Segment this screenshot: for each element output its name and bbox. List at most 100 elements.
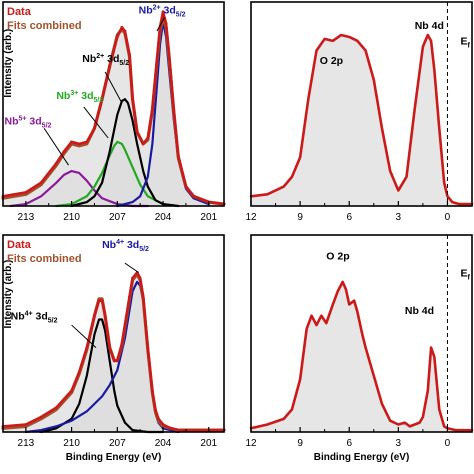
- plot-frame: [250, 234, 473, 433]
- x-tick-label: 6: [346, 438, 352, 449]
- panel-bottom-right: 12 9 6 3 0 Binding Energy (eV) O 2p Nb 4d Ef: [245, 234, 474, 463]
- data-point: [157, 417, 160, 421]
- x-tick-label: 6: [346, 212, 352, 223]
- data-point: [62, 150, 66, 154]
- data-point: [97, 299, 101, 303]
- peak-annotation: Nb2+ 3d5/2: [82, 53, 129, 67]
- x-tick-label: 0: [445, 438, 451, 449]
- data-point: [120, 342, 124, 346]
- x-tick-label: 207: [109, 438, 126, 449]
- data-point: [150, 389, 154, 393]
- series-line: [70, 98, 180, 208]
- data-point: [169, 426, 173, 430]
- data-point: [161, 423, 165, 426]
- data-point: [155, 58, 159, 62]
- data-point: [39, 181, 43, 185]
- data-point: [154, 408, 157, 411]
- y-axis-label: Intensity (arb.): [3, 29, 14, 98]
- series-line: [55, 140, 180, 208]
- data-point: [192, 194, 195, 198]
- x-tick-label: 201: [200, 212, 217, 223]
- data-point: [77, 142, 81, 146]
- data-point: [128, 295, 131, 299]
- component-fill: [25, 281, 179, 432]
- panel-top-right: 12 9 6 3 0 O 2p Nb 4d Ef: [245, 1, 474, 223]
- legend-entry: Data: [7, 239, 32, 251]
- data-point: [176, 428, 180, 432]
- annotation-pointer: [83, 106, 109, 139]
- peak-annotation: Nb4+ 3d5/2: [11, 310, 58, 324]
- x-tick-label: 204: [155, 212, 172, 223]
- panel-top-left: 213 210 207 204 201 Intensity (arb.) Data Fits …: [1, 1, 226, 223]
- data-point: [164, 21, 168, 25]
- x-tick-label: 213: [18, 212, 35, 223]
- data-point: [108, 346, 112, 349]
- data-point: [70, 140, 73, 144]
- data-point: [24, 191, 28, 194]
- annotation-pointer: [71, 324, 97, 348]
- plot-frame: [2, 1, 225, 207]
- data-point: [146, 346, 150, 349]
- data-point: [161, 10, 165, 14]
- data-point: [70, 389, 73, 393]
- series-line: [40, 318, 165, 434]
- data-point: [131, 276, 134, 280]
- x-tick-label: 204: [155, 438, 172, 449]
- series-line: [249, 33, 474, 206]
- data-fill-area: [251, 281, 472, 432]
- data-point: [103, 314, 107, 318]
- x-tick-label: 207: [109, 212, 126, 223]
- data-point: [54, 406, 58, 410]
- data-point: [115, 359, 119, 363]
- data-point: [131, 97, 134, 101]
- peak-annotation: Ef: [461, 267, 471, 281]
- y-axis-label: Intensity (arb.): [3, 260, 14, 329]
- peak-annotation: O 2p: [320, 55, 343, 67]
- x-axis-label: Binding Energy (eV): [66, 452, 162, 463]
- annotation-pointer: [156, 17, 165, 32]
- plot-frame: [2, 234, 225, 433]
- data-fill-area: [251, 35, 472, 207]
- x-tick-label: 0: [445, 212, 451, 223]
- component-fill: [117, 21, 209, 206]
- data-point: [141, 295, 145, 299]
- data-point: [85, 140, 89, 144]
- data-point: [93, 126, 96, 130]
- peak-annotation: Nb 4d: [405, 305, 434, 317]
- data-point: [85, 346, 89, 349]
- x-tick-label: 12: [245, 212, 257, 223]
- data-point: [54, 161, 58, 165]
- data-point: [24, 423, 28, 426]
- data-point: [184, 185, 188, 188]
- data-point: [146, 136, 150, 140]
- component-fill: [41, 319, 164, 432]
- data-point: [77, 370, 81, 374]
- data-point: [100, 97, 104, 101]
- data-point: [123, 323, 127, 327]
- data-point: [120, 25, 124, 29]
- data-point: [135, 130, 139, 134]
- data-point: [128, 53, 131, 56]
- annotation-pointer: [43, 128, 69, 166]
- peak-annotation: Nb2+ 3d5/2: [139, 5, 186, 19]
- x-tick-label: 213: [18, 438, 35, 449]
- data-point: [112, 359, 116, 363]
- annotation-pointer: [104, 71, 123, 104]
- data-point: [39, 415, 43, 419]
- legend-entry: Fits combined: [7, 20, 82, 32]
- x-tick-label: 12: [245, 438, 257, 449]
- data-point: [93, 314, 96, 318]
- x-tick-label: 9: [297, 212, 303, 223]
- x-tick-label: 3: [396, 438, 402, 449]
- data-point: [115, 35, 119, 39]
- annotation-pointer: [124, 262, 139, 273]
- data-point: [123, 29, 127, 33]
- legend-entry: Fits combined: [7, 253, 82, 265]
- data-point: [108, 64, 112, 68]
- component-fill: [10, 171, 148, 206]
- data-point: [167, 53, 171, 56]
- plot-frame: [250, 1, 473, 207]
- x-tick-label: 9: [297, 438, 303, 449]
- data-point: [150, 107, 154, 111]
